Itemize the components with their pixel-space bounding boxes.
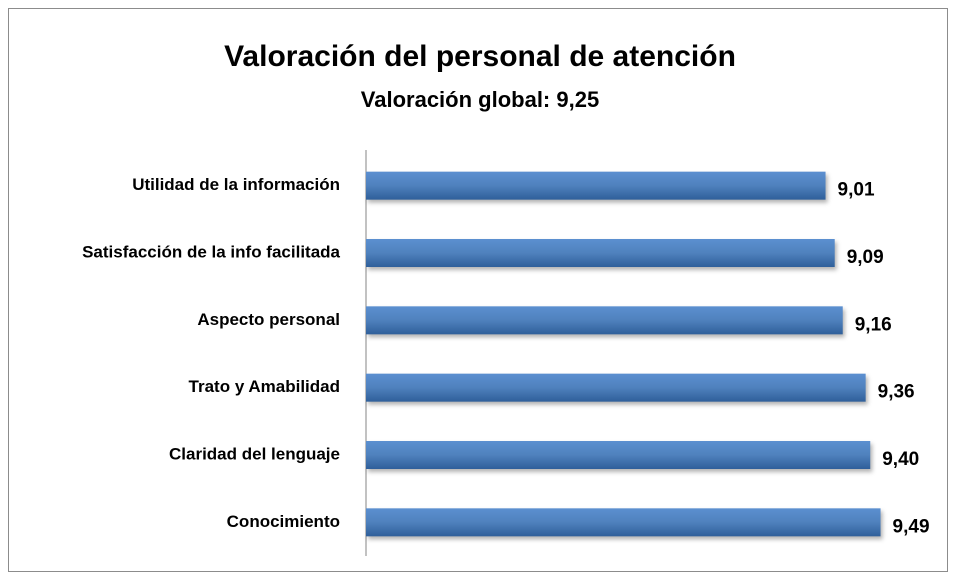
y-tick-label: Utilidad de la información [132,175,340,194]
value-label: 9,09 [847,247,884,268]
value-label: 9,36 [878,382,915,403]
value-label: 9,16 [855,314,892,335]
bar [366,171,826,200]
y-tick-label: Aspecto personal [197,310,340,329]
y-tick-label: Claridad del lenguaje [169,444,340,463]
y-tick-label: Conocimiento [227,512,340,531]
bar [366,306,843,335]
value-label: 9,40 [882,449,919,470]
chart-title: Valoración del personal de atención [224,40,736,73]
y-tick-label: Satisfacción de la info facilitada [82,242,340,261]
chart-subtitle: Valoración global: 9,25 [361,87,599,112]
bar [366,239,835,267]
bar [366,373,866,402]
y-tick-label: Trato y Amabilidad [189,377,340,396]
value-label: 9,49 [893,516,930,537]
chart-border [8,8,948,572]
bar [366,441,871,469]
bar [366,508,881,537]
value-label: 9,01 [838,180,875,201]
